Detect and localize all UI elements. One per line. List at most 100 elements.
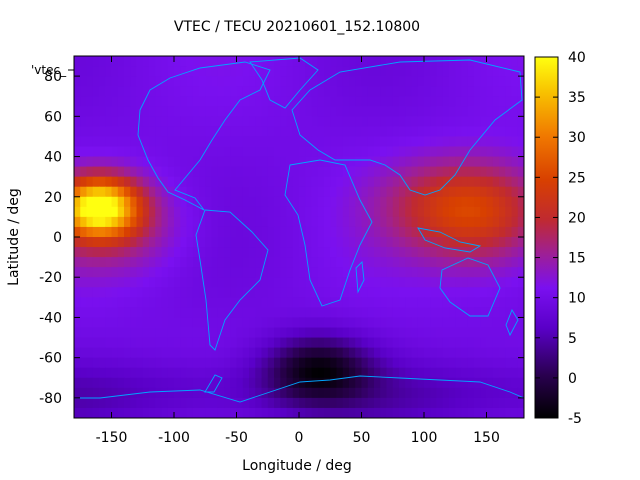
heat-cell <box>267 307 275 319</box>
heat-cell <box>405 377 413 389</box>
heat-cell <box>511 337 519 349</box>
heat-cell <box>80 86 88 97</box>
colorbar-tick-label: 15 <box>568 251 586 267</box>
heat-cell <box>180 176 188 188</box>
heat-cell <box>111 347 119 359</box>
heat-cell <box>111 257 119 268</box>
heat-cell <box>392 86 400 97</box>
heat-cell <box>349 277 356 288</box>
heat-cell <box>111 146 119 158</box>
heat-cell <box>167 237 175 248</box>
heat-cell <box>261 76 269 87</box>
heat-cell <box>424 287 431 298</box>
heat-cell <box>161 247 169 258</box>
heat-cell <box>292 347 300 359</box>
heat-cell <box>436 317 444 329</box>
heat-cell <box>461 387 469 399</box>
heat-cell <box>461 397 469 409</box>
heat-cell <box>386 407 394 418</box>
heat-cell <box>211 327 219 339</box>
heat-cell <box>230 106 238 117</box>
heat-cell <box>286 186 294 198</box>
heat-cell <box>136 136 144 148</box>
heat-cell <box>286 146 294 158</box>
heat-cell <box>211 106 219 117</box>
heat-cell <box>249 126 256 138</box>
heat-cell <box>330 367 338 379</box>
heat-cell <box>386 96 394 107</box>
heat-cell <box>499 176 506 188</box>
heat-cell <box>230 257 238 268</box>
heat-cell <box>430 337 438 349</box>
heat-cell <box>461 367 469 379</box>
heat-cell <box>474 66 481 77</box>
heat-cell <box>261 387 269 399</box>
heat-cell <box>261 206 269 218</box>
heat-cell <box>299 106 306 117</box>
heat-cell <box>317 357 325 369</box>
heat-cell <box>217 347 225 359</box>
heat-cell <box>399 226 406 238</box>
heat-cell <box>230 307 238 319</box>
heat-cell <box>467 267 475 278</box>
heat-cell <box>430 136 438 148</box>
y-tick-label: 80 <box>44 69 62 85</box>
heat-cell <box>167 317 175 329</box>
heat-cell <box>430 156 438 168</box>
heat-cell <box>236 387 244 399</box>
heat-cell <box>386 146 394 158</box>
heat-cell <box>249 196 256 208</box>
heat-cell <box>474 186 481 198</box>
heat-cell <box>517 216 524 228</box>
heat-cell <box>442 337 450 349</box>
heat-cell <box>349 86 356 97</box>
heat-cell <box>492 257 500 268</box>
heat-cell <box>167 337 175 349</box>
heat-cell <box>174 397 181 409</box>
heat-cell <box>386 387 394 399</box>
heat-cell <box>267 287 275 298</box>
heat-cell <box>442 176 450 188</box>
heat-cell <box>455 156 463 168</box>
heat-cell <box>111 66 119 77</box>
heat-cell <box>511 146 519 158</box>
heat-cell <box>161 226 169 238</box>
heat-cell <box>274 166 281 178</box>
heat-cell <box>455 76 463 87</box>
heat-cell <box>167 347 175 359</box>
heat-cell <box>424 347 431 359</box>
heat-cell <box>92 196 100 208</box>
heat-cell <box>249 216 256 228</box>
heat-cell <box>124 407 131 418</box>
heat-cell <box>142 216 150 228</box>
heat-cell <box>405 317 413 329</box>
heat-cell <box>224 367 231 379</box>
heat-cell <box>367 307 375 319</box>
heat-cell <box>217 387 225 399</box>
heat-cell <box>80 237 88 248</box>
heat-cell <box>349 387 356 399</box>
heat-cell <box>486 237 494 248</box>
heat-cell <box>367 407 375 418</box>
heat-cell <box>417 337 425 349</box>
heat-cell <box>342 196 350 208</box>
heat-cell <box>455 357 463 369</box>
heat-cell <box>367 56 375 67</box>
heat-cell <box>405 307 413 319</box>
heat-cell <box>136 357 144 369</box>
heat-cell <box>505 206 513 218</box>
heat-cell <box>136 317 144 329</box>
heat-cell <box>80 186 88 198</box>
heat-cell <box>374 377 381 389</box>
heat-cell <box>374 196 381 208</box>
heat-cell <box>317 387 325 399</box>
heat-cell <box>111 166 119 178</box>
heat-cell <box>217 136 225 148</box>
heat-cell <box>430 347 438 359</box>
heat-cell <box>349 327 356 339</box>
heat-cell <box>455 267 463 278</box>
heat-cell <box>324 96 331 107</box>
heat-cell <box>430 377 438 389</box>
heat-cell <box>211 186 219 198</box>
heat-cell <box>436 206 444 218</box>
